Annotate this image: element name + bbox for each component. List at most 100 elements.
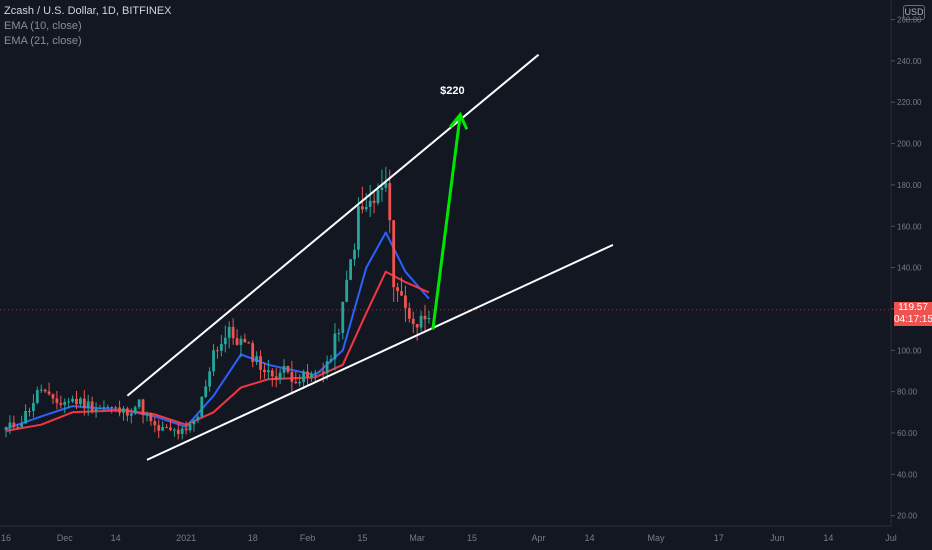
- ema-fast-label[interactable]: EMA (10, close): [4, 20, 82, 32]
- candle-body: [317, 371, 321, 373]
- price-tick-label: 180.00: [897, 181, 922, 190]
- time-tick-label: 15: [467, 533, 477, 543]
- candle-body: [380, 187, 384, 190]
- currency-badge[interactable]: USD: [903, 5, 925, 20]
- candle-body: [341, 301, 345, 333]
- candle-body: [263, 369, 266, 373]
- candle-body: [4, 427, 8, 430]
- last-price-value: 119.57: [898, 302, 928, 313]
- candle-body: [294, 381, 298, 384]
- candle-body: [255, 356, 259, 362]
- annotations-layer: $220: [0, 53, 891, 461]
- candle-body: [247, 342, 251, 344]
- time-tick-label: 14: [584, 533, 594, 543]
- candle-body: [290, 371, 294, 382]
- candle-body: [231, 326, 235, 339]
- candle-body: [321, 371, 325, 373]
- candle-body: [266, 370, 270, 373]
- time-axis[interactable]: 16 Dec 14 2021 18 Feb 15 Mar 15 Apr 14 May 17 Jun 14 Ju…: [1, 533, 897, 543]
- candle-body: [98, 407, 102, 409]
- candle-body: [208, 371, 212, 387]
- candle-body: [196, 416, 200, 421]
- candle-body: [270, 370, 274, 377]
- candle-body: [298, 381, 302, 384]
- price-tick-label: 160.00: [897, 222, 922, 231]
- candle-body: [345, 279, 349, 302]
- candle-body: [157, 425, 161, 431]
- candle-body: [219, 344, 223, 351]
- price-tick-label: 100.00: [897, 346, 922, 355]
- candle-body: [102, 407, 106, 409]
- candle-body: [376, 189, 380, 203]
- candle-body: [204, 386, 208, 397]
- candle-body: [227, 326, 231, 338]
- candle-body: [24, 410, 27, 424]
- candle-body: [32, 402, 35, 411]
- time-tick-label: May: [648, 533, 666, 543]
- target-label: $220: [440, 85, 464, 97]
- candle-body: [282, 365, 286, 373]
- price-tick-label: 240.00: [897, 57, 922, 66]
- candle-body: [310, 373, 313, 378]
- candle-body: [302, 371, 306, 382]
- candle-body: [82, 398, 86, 409]
- candle-body: [251, 343, 255, 362]
- last-price-tag: 119.57 04:17:15: [894, 302, 932, 326]
- lower-trendline: [146, 243, 614, 461]
- price-tick-label: 80.00: [897, 388, 918, 397]
- time-tick-label: Feb: [300, 533, 316, 543]
- candle-body: [392, 220, 396, 288]
- candle-body: [145, 413, 149, 416]
- candle-body: [20, 423, 24, 427]
- price-tick-label: 40.00: [897, 470, 918, 479]
- price-tick-label: 260.00: [897, 16, 922, 25]
- time-tick-label: 17: [714, 533, 724, 543]
- time-tick-label: 14: [823, 533, 833, 543]
- candle-body: [110, 407, 114, 409]
- bar-countdown: 04:17:15: [894, 314, 932, 325]
- ema-slow-label[interactable]: EMA (21, close): [4, 35, 82, 47]
- time-tick-label: 15: [357, 533, 367, 543]
- candle-body: [149, 413, 153, 422]
- candle-body: [67, 401, 71, 403]
- time-tick-label: Mar: [409, 533, 425, 543]
- candle-body: [368, 200, 372, 207]
- price-tick-label: 140.00: [897, 264, 922, 273]
- candle-body: [114, 407, 118, 409]
- candle-body: [396, 287, 399, 292]
- upper-trendline: [126, 53, 540, 397]
- candle-body: [313, 372, 317, 374]
- target-arrow: [431, 114, 462, 330]
- candle-body: [278, 372, 282, 380]
- candle-body: [360, 206, 364, 210]
- candle-body: [259, 356, 262, 370]
- symbol-title[interactable]: Zcash / U.S. Dollar, 1D, BITFINEX: [4, 5, 172, 17]
- target-arrow-head: [449, 111, 469, 130]
- candle-body: [16, 426, 20, 428]
- candle-body: [51, 394, 55, 399]
- candle-body: [235, 338, 239, 345]
- candle-body: [357, 206, 360, 250]
- candle-body: [55, 398, 59, 403]
- price-tick-label: 20.00: [897, 512, 918, 521]
- candle-body: [94, 408, 98, 412]
- candle-body: [216, 350, 219, 352]
- candle-body: [125, 408, 129, 416]
- time-tick-label: Dec: [57, 533, 74, 543]
- candle-body: [423, 315, 427, 320]
- candle-body: [79, 398, 82, 405]
- candle-body: [306, 371, 309, 378]
- candle-body: [411, 318, 415, 325]
- time-tick-label: 14: [111, 533, 121, 543]
- candle-body: [239, 338, 243, 345]
- candle-body: [188, 424, 192, 431]
- candle-body: [63, 402, 67, 405]
- legend: Zcash / U.S. Dollar, 1D, BITFINEX EMA (1…: [4, 4, 172, 49]
- candle-body: [161, 427, 165, 431]
- candle-body: [243, 338, 247, 343]
- candle-body: [184, 428, 188, 431]
- candle-body: [180, 428, 184, 434]
- candle-body: [28, 410, 31, 412]
- candle-body: [133, 407, 137, 414]
